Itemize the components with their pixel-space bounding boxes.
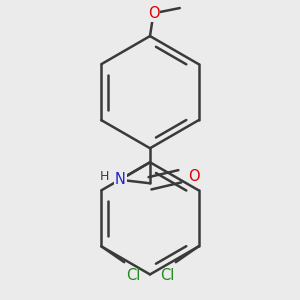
Text: Cl: Cl — [160, 268, 174, 284]
Text: N: N — [115, 172, 126, 187]
Text: O: O — [189, 169, 200, 184]
Text: Cl: Cl — [126, 268, 140, 284]
Text: O: O — [148, 6, 159, 21]
Text: H: H — [100, 170, 109, 183]
